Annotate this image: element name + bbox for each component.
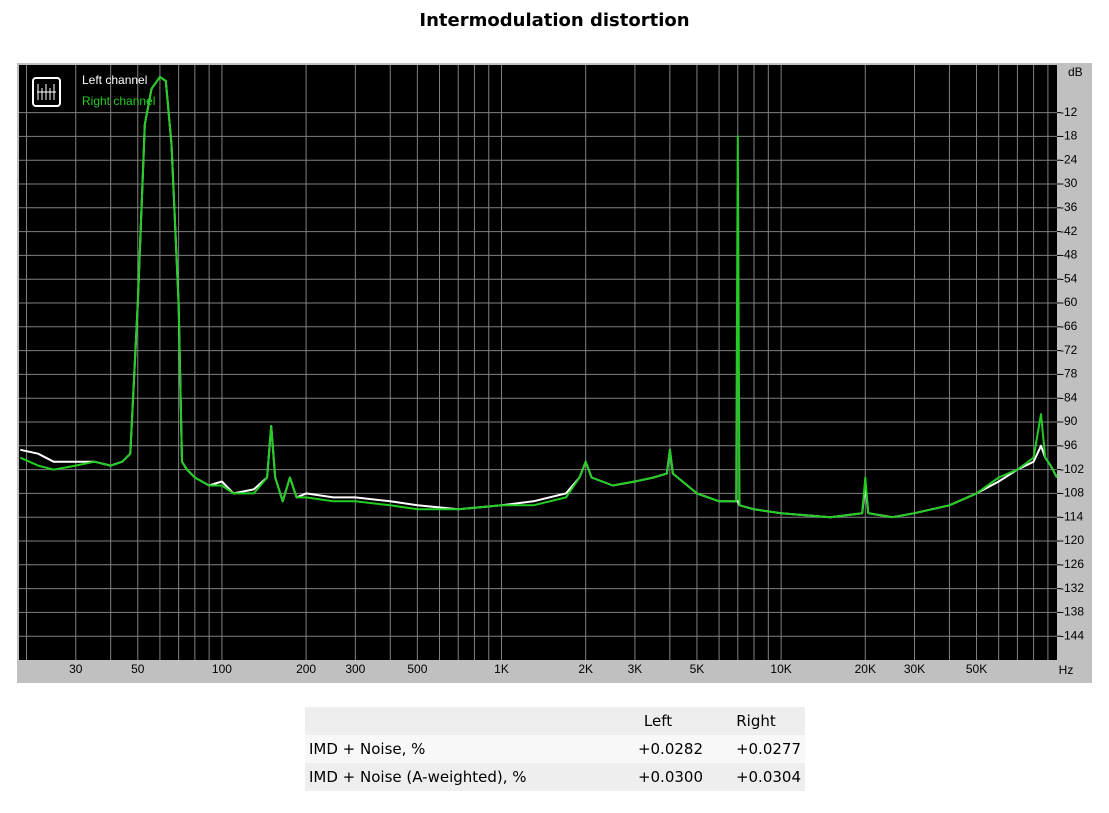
x-tick-label: 500	[407, 662, 427, 676]
x-tick-label: 50K	[966, 662, 987, 676]
y-tick-label: -60	[1060, 295, 1078, 309]
y-tick-label: -96	[1060, 438, 1078, 452]
x-unit: Hz	[1059, 663, 1074, 677]
table-header: Left Right	[305, 707, 805, 735]
x-tick-label: 2K	[578, 662, 593, 676]
cell: +0.0277	[735, 740, 801, 758]
y-tick-label: -132	[1060, 581, 1084, 595]
results-table: Left Right IMD + Noise, % +0.0282 +0.027…	[305, 707, 805, 791]
legend-icon-bars	[37, 84, 56, 100]
y-tick-label: -108	[1060, 486, 1084, 500]
y-tick-label: -54	[1060, 271, 1078, 285]
chart: dB Hz 30 50 100 200 300 500 1K 2K 3K 5K 10K 20K 30K 5…	[17, 63, 1092, 683]
y-tick-label: -18	[1060, 129, 1078, 143]
y-tick-label: -102	[1060, 462, 1084, 476]
x-tick-label: 100	[212, 662, 232, 676]
x-tick-label: 300	[345, 662, 365, 676]
y-tick-label: -36	[1060, 200, 1078, 214]
x-tick-label: 1K	[494, 662, 509, 676]
chart-title: Intermodulation distortion	[419, 10, 690, 31]
series-line	[19, 75, 1058, 519]
x-tick-label: 5K	[690, 662, 705, 676]
y-tick-label: -144	[1060, 628, 1084, 642]
y-tick-label: -42	[1060, 224, 1078, 238]
table-row: IMD + Noise, % +0.0282 +0.0277	[305, 735, 805, 763]
x-tick-label: 3K	[628, 662, 643, 676]
y-tick-label: -12	[1060, 105, 1078, 119]
y-tick-label: -24	[1060, 152, 1078, 166]
y-tick-label: -66	[1060, 319, 1078, 333]
plot-area	[19, 65, 1057, 660]
table-row: IMD + Noise (A-weighted), % +0.0300 +0.0…	[305, 763, 805, 791]
y-tick-label: -72	[1060, 343, 1078, 357]
legend-label: Right channel	[82, 94, 155, 108]
y-tick-label: -138	[1060, 605, 1084, 619]
row-label: IMD + Noise, %	[309, 740, 426, 758]
x-tick-label: 50	[131, 662, 145, 676]
y-tick-label: -78	[1060, 367, 1078, 381]
y-tick-label: -48	[1060, 248, 1078, 262]
x-tick-label: 30K	[904, 662, 925, 676]
cell: +0.0282	[637, 740, 703, 758]
y-unit: dB	[1068, 65, 1083, 79]
y-tick-label: -90	[1060, 414, 1078, 428]
y-tick-label: -114	[1060, 509, 1083, 523]
row-label: IMD + Noise (A-weighted), %	[309, 768, 527, 786]
x-tick-label: 20K	[855, 662, 876, 676]
x-tick-label: 30	[69, 662, 83, 676]
y-tick-label: -120	[1060, 533, 1084, 547]
column-header: Left	[643, 712, 673, 730]
y-tick-label: -84	[1060, 390, 1078, 404]
legend-label: Left channel	[82, 73, 147, 87]
cell: +0.0300	[637, 768, 703, 786]
x-tick-label: 10K	[770, 662, 791, 676]
y-tick-label: -30	[1060, 176, 1078, 190]
y-tick-label: -126	[1060, 557, 1084, 571]
x-tick-label: 200	[296, 662, 316, 676]
cell: +0.0304	[735, 768, 801, 786]
column-header: Right	[736, 712, 776, 730]
blank-cell	[305, 707, 609, 735]
